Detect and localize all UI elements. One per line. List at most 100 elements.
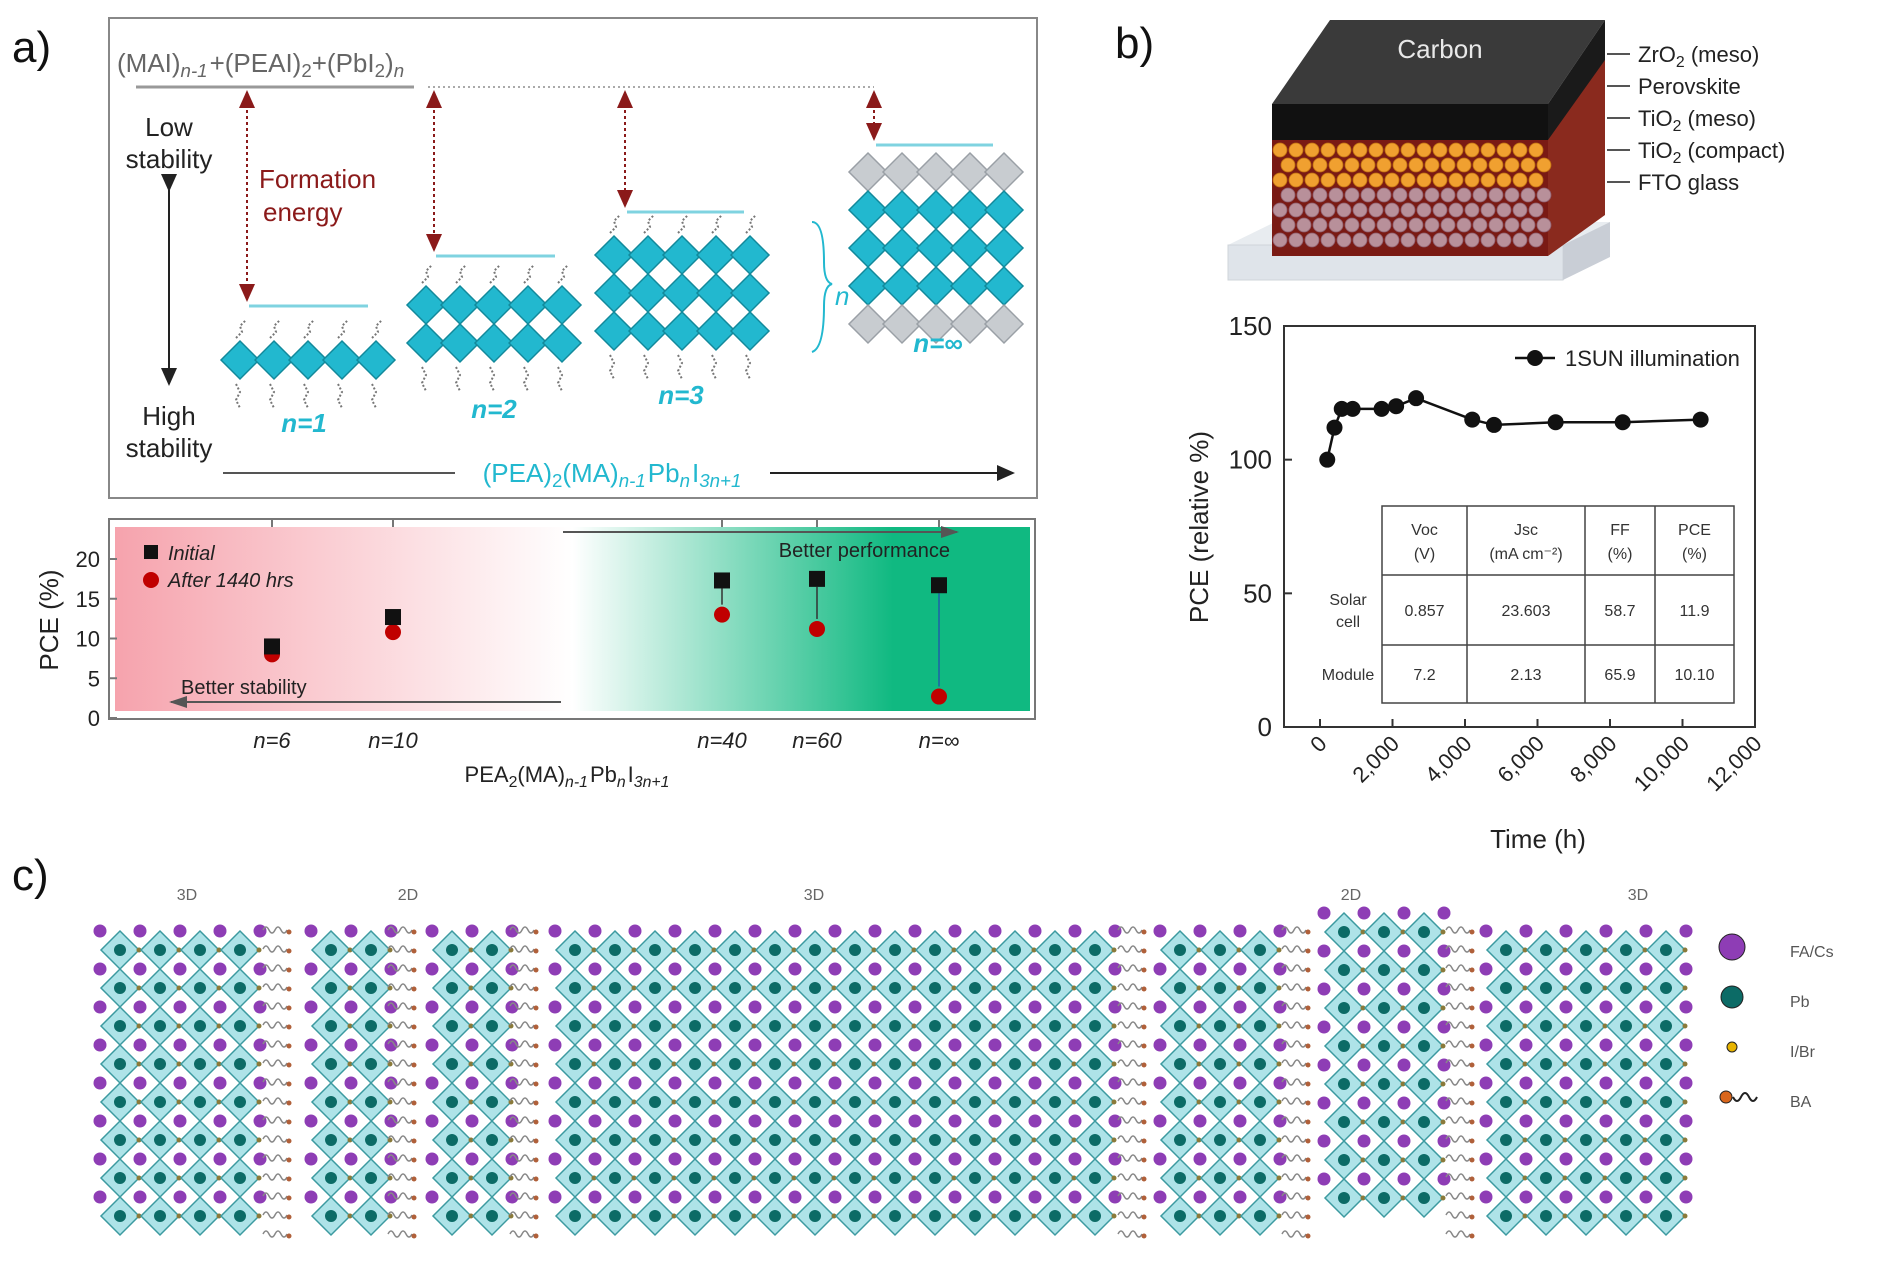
fa-cs-atom — [1108, 962, 1122, 976]
pb-atom — [1620, 1210, 1632, 1222]
pb-atom — [446, 982, 458, 994]
ba-chain — [1281, 1192, 1307, 1200]
ba-chain — [1445, 1173, 1471, 1181]
data-point — [1464, 411, 1481, 428]
pb-atom — [649, 1020, 661, 1032]
fa-cs-atom — [1233, 1152, 1247, 1166]
legend-label: Pb — [1790, 994, 1810, 1011]
ba-head — [286, 1233, 292, 1239]
x-tick-label: 10,000 — [1629, 731, 1694, 796]
low-stability-label-2: stability — [126, 144, 213, 174]
fa-cs-atom — [1599, 1000, 1613, 1014]
text-segment: 2 — [1673, 150, 1682, 167]
pb-atom — [889, 1096, 901, 1108]
pb-atom — [1540, 944, 1552, 956]
pb-atom — [569, 1172, 581, 1184]
pb-atom — [889, 1134, 901, 1146]
pb-atom — [969, 1172, 981, 1184]
ba-chain — [262, 1040, 288, 1048]
tio2-particle — [1488, 187, 1504, 203]
pb-atom — [889, 1210, 901, 1222]
pb-atom — [486, 1096, 498, 1108]
tio2-particle — [1520, 217, 1536, 233]
fa-cs-atom — [384, 924, 398, 938]
fa-cs-atom — [1639, 1076, 1653, 1090]
data-point-initial — [264, 638, 280, 655]
fa-cs-atom — [213, 1114, 227, 1128]
ba-chain — [1445, 964, 1471, 972]
ba-head — [1305, 1176, 1311, 1182]
crystal-structure-n4 — [847, 151, 1025, 345]
ba-head — [1469, 1119, 1475, 1125]
pb-atom — [1089, 1020, 1101, 1032]
tio2-particle — [1376, 217, 1392, 233]
fa-cs-atom — [1639, 1000, 1653, 1014]
pb-atom — [1540, 982, 1552, 994]
fa-cs-atom — [1068, 1114, 1082, 1128]
fa-cs-atom — [384, 962, 398, 976]
fa-cs-atom — [628, 1190, 642, 1204]
table-header: FF — [1610, 522, 1630, 539]
tio2-particle — [1384, 232, 1400, 248]
pb-atom — [365, 1058, 377, 1070]
pb-atom — [609, 1058, 621, 1070]
ba-chain — [1281, 1211, 1307, 1219]
fa-cs-atom — [253, 1190, 267, 1204]
halide-atom — [1196, 1137, 1202, 1143]
fa-cs-atom — [1028, 924, 1042, 938]
halide-atom — [1031, 1023, 1037, 1029]
ba-head — [533, 1214, 539, 1220]
halide-atom — [871, 1175, 877, 1181]
fa-cs-atom — [1679, 1038, 1693, 1052]
halide-atom — [1276, 1099, 1282, 1105]
organic-spacer — [421, 264, 433, 284]
halide-atom — [1562, 985, 1568, 991]
pb-atom — [969, 1020, 981, 1032]
pb-atom — [809, 1020, 821, 1032]
fa-cs-atom — [1357, 1058, 1371, 1072]
fa-cs-atom — [868, 1152, 882, 1166]
fa-cs-atom — [1233, 1114, 1247, 1128]
pb-atom — [1338, 1192, 1350, 1204]
fa-cs-atom — [304, 1000, 318, 1014]
pb-atom — [234, 1134, 246, 1146]
tio2-particle — [1344, 187, 1360, 203]
pb-atom — [1089, 1210, 1101, 1222]
halide-atom — [1071, 947, 1077, 953]
ba-head — [286, 1119, 292, 1125]
fa-cs-atom — [588, 962, 602, 976]
panel-label-c: c) — [12, 851, 49, 900]
text-segment: TiO — [1638, 106, 1673, 131]
halide-atom — [1236, 985, 1242, 991]
pb-atom — [1540, 1134, 1552, 1146]
y-tick-label: 50 — [1243, 578, 1272, 608]
organic-spacer — [337, 319, 349, 339]
fa-cs-atom — [1233, 962, 1247, 976]
fa-cs-atom — [465, 1000, 479, 1014]
ba-head — [1141, 929, 1147, 935]
halide-atom — [1642, 1175, 1648, 1181]
pb-atom — [154, 1134, 166, 1146]
organic-spacer — [608, 354, 616, 380]
tio2-particle — [1456, 187, 1472, 203]
fa-cs-atom — [1357, 1096, 1371, 1110]
fa-cs-atom — [1679, 1114, 1693, 1128]
fa-cs-atom — [384, 1076, 398, 1090]
tio2-particle — [1424, 187, 1440, 203]
tio2-particle — [1336, 202, 1352, 218]
fa-cs-atom — [253, 924, 267, 938]
pb-atom — [689, 1210, 701, 1222]
diagram-frame — [108, 17, 1038, 499]
halide-atom — [1276, 1137, 1282, 1143]
ba-chain — [1445, 1059, 1471, 1067]
pb-atom — [929, 1096, 941, 1108]
halide-atom — [1071, 1213, 1077, 1219]
region-label: 2D — [398, 887, 418, 904]
ba-chain — [1281, 1116, 1307, 1124]
pb-atom — [1500, 1210, 1512, 1222]
tio2-particle — [1456, 217, 1472, 233]
y-tick-label: 10 — [76, 627, 100, 652]
octahedron — [593, 310, 635, 352]
ba-head — [533, 1195, 539, 1201]
